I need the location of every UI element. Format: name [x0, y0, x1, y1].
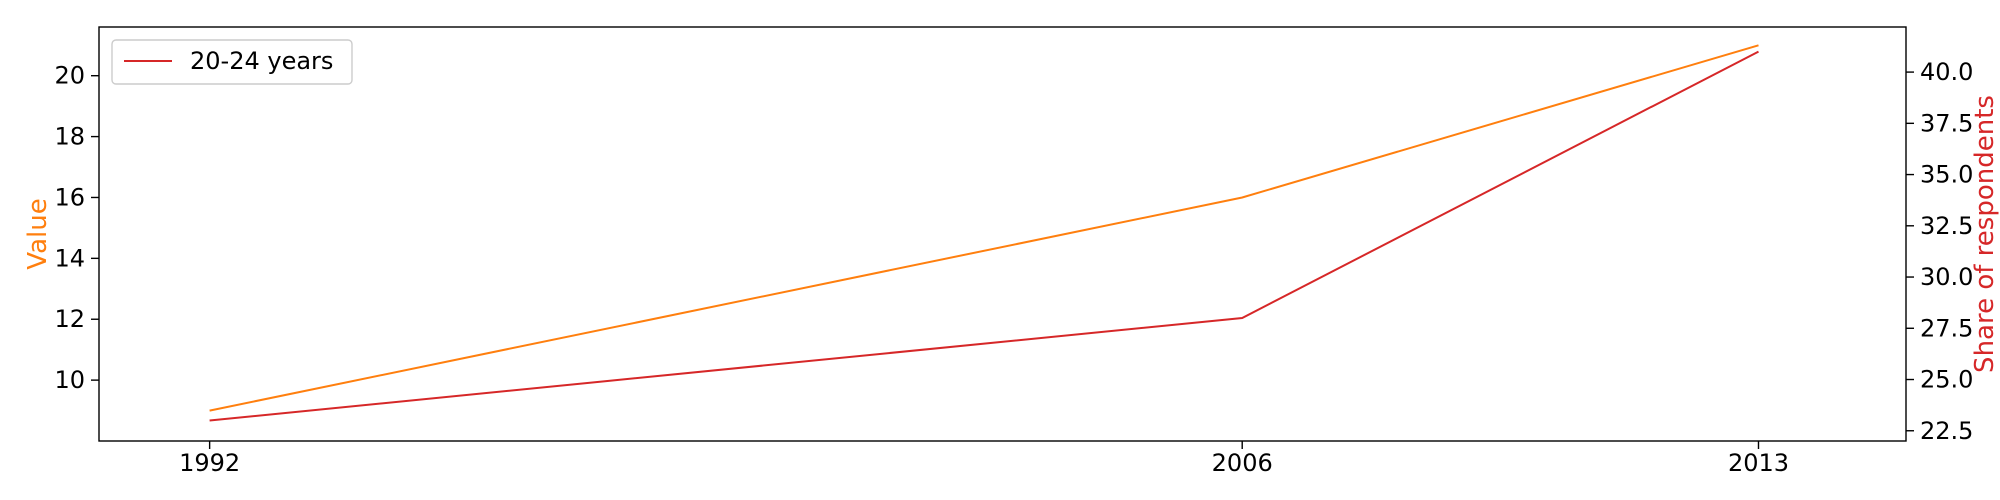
left-tick-label: 18 — [54, 123, 85, 151]
right-tick-label: 32.5 — [1920, 212, 1973, 240]
series-line-1 — [209, 44, 1759, 412]
legend: 20-24 years — [111, 39, 353, 85]
right-tick-label: 22.5 — [1920, 417, 1973, 445]
series-line-2 — [209, 50, 1759, 422]
right-axis-title: Share of respondents — [1970, 95, 2000, 373]
right-tick-label: 27.5 — [1920, 314, 1973, 342]
right-tick-label: 40.0 — [1920, 58, 1973, 86]
legend-box — [111, 39, 353, 85]
x-axis: 1992 2006 2013 — [179, 441, 1789, 477]
left-tick-label: 14 — [54, 244, 85, 272]
left-tick-label: 16 — [54, 183, 85, 211]
left-tick-label: 20 — [54, 62, 85, 90]
plot-frame — [98, 26, 1907, 442]
x-tick-label: 2013 — [1728, 449, 1789, 477]
right-tick-label: 37.5 — [1920, 109, 1973, 137]
right-tick-label: 30.0 — [1920, 263, 1973, 291]
right-tick-label: 35.0 — [1920, 161, 1973, 189]
plot-lines — [209, 44, 1759, 422]
right-tick-label: 25.0 — [1920, 366, 1973, 394]
left-y-axis: 10 12 14 16 18 20 — [54, 62, 99, 394]
left-tick-label: 10 — [54, 366, 85, 394]
x-tick-label: 2006 — [1212, 449, 1273, 477]
left-axis-title: Value — [23, 198, 53, 269]
legend-label: 20-24 years — [190, 47, 333, 75]
left-tick-label: 12 — [54, 305, 85, 333]
right-y-axis: 22.5 25.0 27.5 30.0 32.5 35.0 37.5 40.0 — [1906, 58, 1973, 445]
x-tick-label: 1992 — [179, 449, 240, 477]
